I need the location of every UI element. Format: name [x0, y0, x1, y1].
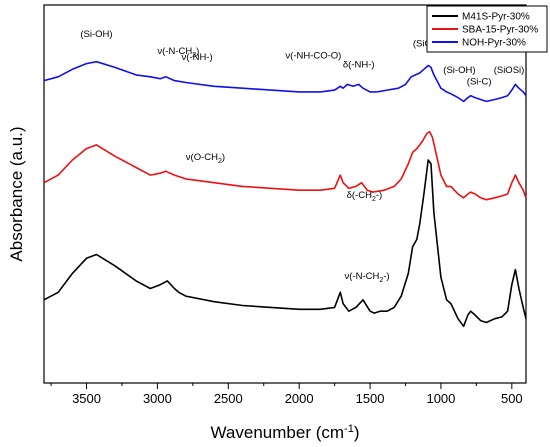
- series-line-sba15: [43, 130, 527, 201]
- legend-label-noh: NOH-Pyr-30%: [462, 38, 526, 49]
- peak-annotation: δ(-CH2-): [347, 190, 383, 203]
- peak-annotation: ν(-N-CH2): [157, 46, 199, 59]
- peak-annotation: δ(-NH-): [343, 59, 375, 70]
- legend-label-sba15: SBA-15-Pyr-30%: [462, 25, 538, 36]
- peak-annotation-text: δ(-CH: [347, 190, 372, 201]
- peak-annotation: ν(-N-CH2-): [345, 271, 390, 284]
- x-tick-label: 500: [501, 391, 523, 406]
- x-tick-label: 2000: [285, 391, 314, 406]
- x-tick-label: 3500: [72, 391, 101, 406]
- x-axis-title-main: Wavenumber (cm: [211, 423, 345, 442]
- x-axis-title: Wavenumber (cm-1): [211, 423, 360, 442]
- peak-annotation: ν(-NH-): [182, 52, 213, 63]
- peak-annotation-text: ν(-N-CH: [345, 271, 380, 282]
- peak-annotation: ν(-NH-CO-O): [285, 51, 341, 62]
- x-axis-title-sup: -1: [344, 423, 354, 435]
- peak-annotation-text: ν(-NH-CO-O): [285, 51, 341, 62]
- x-tick-label: 1500: [356, 391, 385, 406]
- peak-annotation: (Si-OH): [443, 65, 475, 76]
- x-tick-label: 2500: [214, 391, 243, 406]
- peak-annotation: (Si-C): [467, 76, 492, 87]
- x-axis-title-tail: ): [354, 423, 360, 442]
- peak-annotation-subscript: 2: [218, 158, 222, 165]
- peak-annotation: ν(O-CH2): [186, 152, 225, 165]
- peak-annotation-text: ν(-N-CH: [157, 46, 192, 57]
- peak-annotation-tail: ): [196, 46, 199, 57]
- peak-annotation-text: ν(-NH-): [182, 52, 213, 63]
- annotation-layer: (Si-OH)ν(-N-CH2)ν(-NH-) ν(-NH-CO-O)δ(-NH-…: [80, 29, 524, 284]
- x-tick-label: 3000: [143, 391, 172, 406]
- peak-annotation-subscript: 2: [372, 196, 376, 203]
- x-axis-ticks: 3500 3000 2500 2000 1500 1000 500: [50, 383, 523, 406]
- peak-annotation-text: (SiOSi): [494, 65, 525, 76]
- peak-annotation: (SiOSi): [494, 65, 525, 76]
- series-layer: [43, 60, 527, 328]
- peak-annotation-text: δ(-NH-): [343, 59, 375, 70]
- peak-annotation-tail: ): [222, 152, 225, 163]
- peak-annotation-text: (Si-C): [467, 76, 492, 87]
- peak-annotation-tail: -): [383, 271, 389, 282]
- x-tick-label: 1000: [426, 391, 455, 406]
- peak-annotation-text: (Si-OH): [443, 65, 475, 76]
- legend: M41S-Pyr-30% SBA-15-Pyr-30% NOH-Pyr-30%: [426, 5, 548, 53]
- peak-annotation-text: ν(O-CH: [186, 152, 218, 163]
- plot-frame: [43, 4, 527, 384]
- series-line-m41s: [43, 159, 527, 328]
- peak-annotation-tail: -): [376, 190, 382, 201]
- series-line-noh: [43, 60, 527, 103]
- peak-annotation-subscript: 2: [379, 277, 383, 284]
- peak-annotation-subscript: 2: [192, 52, 196, 59]
- legend-label-m41s: M41S-Pyr-30%: [462, 12, 530, 23]
- peak-annotation-text: (Si-OH): [80, 29, 112, 40]
- peak-annotation: (Si-OH): [80, 29, 112, 40]
- legend-box: [426, 5, 548, 53]
- y-axis-title: Absorbance (a.u.): [7, 126, 26, 261]
